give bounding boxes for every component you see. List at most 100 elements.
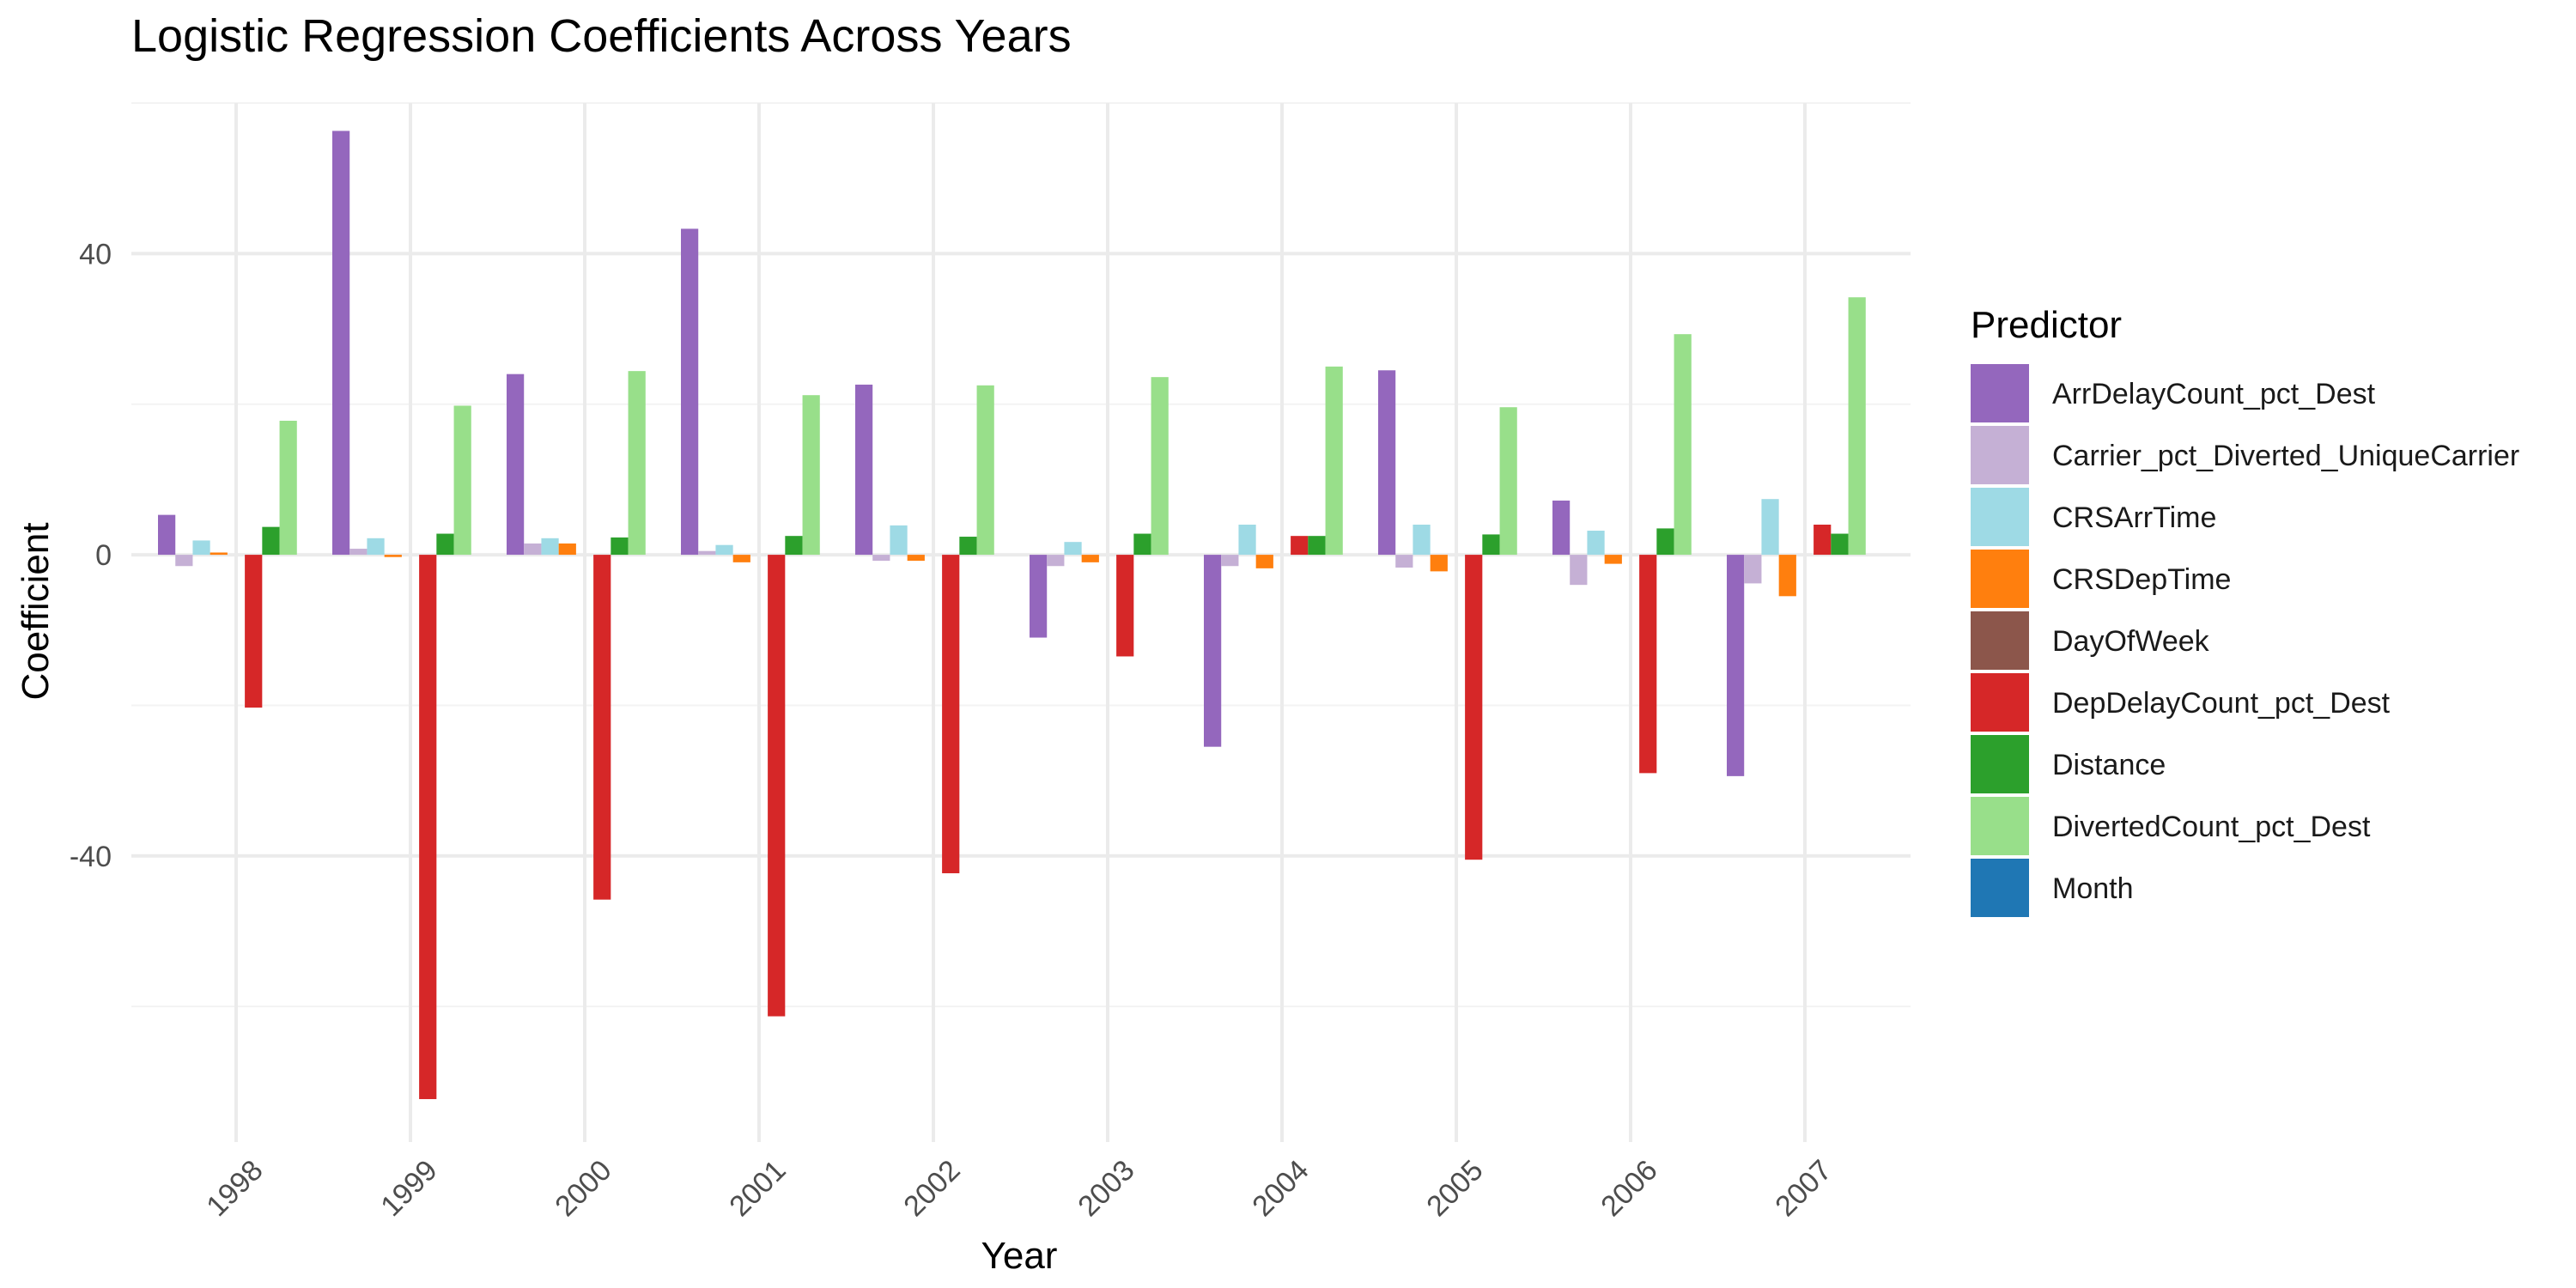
legend-label: DayOfWeek	[2052, 625, 2210, 658]
bar-Distance-2003	[1133, 533, 1151, 556]
y-axis-title: Coefficient	[15, 522, 57, 700]
bar-Carrier_pct_Diverted_UniqueCarrier-2005	[1395, 555, 1413, 568]
bar-CRSArrTime-2005	[1413, 525, 1431, 556]
bar-CRSDepTime-2006	[1604, 555, 1622, 564]
bar-Carrier_pct_Diverted_UniqueCarrier-2007	[1744, 555, 1762, 584]
legend-label: CRSArrTime	[2052, 501, 2216, 534]
x-tick-label: 2006	[1595, 1154, 1663, 1223]
x-tick-label: 1999	[374, 1154, 443, 1223]
y-tick-label: 40	[79, 238, 112, 270]
legend-swatch	[1971, 426, 2029, 484]
bar-CRSArrTime-1999	[367, 538, 385, 556]
bar-DepDelayCount_pct_Dest-2005	[1465, 555, 1483, 860]
bar-CRSArrTime-2002	[890, 525, 908, 556]
legend-swatch	[1971, 611, 2029, 670]
bar-ArrDelayCount_pct_Dest-2000	[507, 374, 525, 556]
bar-Distance-2004	[1308, 536, 1326, 556]
bar-ArrDelayCount_pct_Dest-2006	[1552, 500, 1571, 556]
x-tick-label: 2002	[897, 1154, 966, 1223]
bar-ArrDelayCount_pct_Dest-2003	[1030, 555, 1048, 638]
bar-Carrier_pct_Diverted_UniqueCarrier-1998	[175, 555, 193, 567]
legend-swatch	[1971, 797, 2029, 855]
bar-DepDelayCount_pct_Dest-2001	[768, 555, 786, 1017]
bar-DivertedCount_pct_Dest-2001	[802, 395, 820, 556]
bar-CRSArrTime-2001	[715, 544, 733, 556]
bar-Carrier_pct_Diverted_UniqueCarrier-2000	[524, 543, 542, 556]
legend-swatch	[1971, 488, 2029, 546]
x-tick-label: 2007	[1769, 1154, 1838, 1223]
bar-Carrier_pct_Diverted_UniqueCarrier-2003	[1047, 555, 1065, 567]
bar-Carrier_pct_Diverted_UniqueCarrier-2004	[1221, 555, 1239, 567]
x-tick-label: 2005	[1420, 1154, 1489, 1223]
legend-label: CRSDepTime	[2052, 563, 2231, 596]
y-tick-label: 0	[95, 539, 112, 572]
bar-DivertedCount_pct_Dest-2000	[628, 371, 646, 556]
bar-Distance-2005	[1482, 534, 1500, 556]
bar-DepDelayCount_pct_Dest-2000	[593, 555, 611, 900]
bar-CRSArrTime-2004	[1238, 525, 1256, 556]
bar-DepDelayCount_pct_Dest-1999	[419, 555, 437, 1100]
bar-DivertedCount_pct_Dest-2007	[1848, 297, 1866, 556]
bar-DepDelayCount_pct_Dest-2007	[1814, 525, 1832, 556]
bar-DivertedCount_pct_Dest-2006	[1674, 334, 1692, 556]
x-axis-title: Year	[981, 1235, 1058, 1277]
bar-ArrDelayCount_pct_Dest-2007	[1727, 555, 1745, 776]
bar-DivertedCount_pct_Dest-2004	[1325, 366, 1343, 556]
y-tick-label: -40	[70, 841, 112, 873]
bar-Distance-2000	[611, 537, 629, 556]
bar-Distance-2006	[1656, 528, 1674, 556]
bar-CRSArrTime-1998	[192, 540, 210, 556]
bar-CRSDepTime-1999	[384, 555, 402, 557]
bar-Carrier_pct_Diverted_UniqueCarrier-2002	[872, 555, 890, 562]
bar-CRSDepTime-2002	[907, 555, 925, 562]
bar-CRSDepTime-2004	[1255, 555, 1273, 568]
bars	[158, 131, 1866, 1100]
legend-swatch	[1971, 859, 2029, 917]
x-tick-label: 2001	[723, 1154, 792, 1223]
bar-DepDelayCount_pct_Dest-2002	[942, 555, 960, 873]
bar-DivertedCount_pct_Dest-2002	[976, 385, 994, 556]
bar-CRSArrTime-2000	[541, 538, 559, 556]
bar-Carrier_pct_Diverted_UniqueCarrier-2001	[698, 550, 716, 556]
bar-CRSDepTime-1998	[210, 552, 228, 556]
bar-ArrDelayCount_pct_Dest-1998	[158, 514, 176, 556]
legend-swatch	[1971, 550, 2029, 608]
legend-label: DepDelayCount_pct_Dest	[2052, 687, 2391, 720]
bar-ArrDelayCount_pct_Dest-2002	[855, 384, 873, 556]
bar-ArrDelayCount_pct_Dest-2001	[681, 228, 699, 556]
chart-title: Logistic Regression Coefficients Across …	[131, 10, 1072, 62]
bar-CRSDepTime-2005	[1430, 555, 1448, 572]
grid	[131, 102, 1911, 1142]
bar-DivertedCount_pct_Dest-2005	[1499, 407, 1517, 556]
y-axis-ticks: 40 0 -40	[70, 238, 112, 872]
legend-items: ArrDelayCount_pct_Dest Carrier_pct_Divert…	[1971, 364, 2519, 917]
bar-ArrDelayCount_pct_Dest-1999	[332, 131, 350, 556]
legend-title: Predictor	[1971, 304, 2122, 346]
bar-Distance-1998	[262, 526, 280, 556]
bar-CRSDepTime-2007	[1778, 555, 1796, 597]
bar-CRSDepTime-2001	[732, 555, 750, 562]
bar-DepDelayCount_pct_Dest-2003	[1116, 555, 1134, 657]
bar-DivertedCount_pct_Dest-1999	[453, 405, 471, 556]
bar-Distance-1999	[436, 533, 454, 556]
legend-label: Distance	[2052, 749, 2166, 781]
legend-label: DivertedCount_pct_Dest	[2052, 811, 2371, 843]
bar-ArrDelayCount_pct_Dest-2005	[1378, 370, 1396, 556]
bar-DepDelayCount_pct_Dest-2004	[1291, 536, 1309, 556]
legend-swatch	[1971, 364, 2029, 422]
bar-DivertedCount_pct_Dest-1998	[279, 421, 297, 556]
legend-label: ArrDelayCount_pct_Dest	[2052, 378, 2376, 410]
bar-DepDelayCount_pct_Dest-2006	[1639, 555, 1657, 774]
bar-CRSArrTime-2007	[1761, 499, 1779, 556]
bar-Carrier_pct_Diverted_UniqueCarrier-2006	[1570, 555, 1588, 586]
legend: Predictor ArrDelayCount_pct_Dest Carrier_…	[1971, 304, 2519, 917]
legend-swatch	[1971, 673, 2029, 732]
bar-CRSDepTime-2000	[558, 543, 576, 556]
bar-CRSDepTime-2003	[1081, 555, 1099, 562]
x-tick-label: 2003	[1072, 1154, 1140, 1223]
x-axis-ticks: 1998 1999 2000 2001 2002 2003 2004 2005 2006 2007	[200, 1154, 1838, 1223]
legend-swatch	[1971, 735, 2029, 793]
x-tick-label: 1998	[200, 1154, 269, 1223]
x-tick-label: 2004	[1246, 1154, 1315, 1223]
